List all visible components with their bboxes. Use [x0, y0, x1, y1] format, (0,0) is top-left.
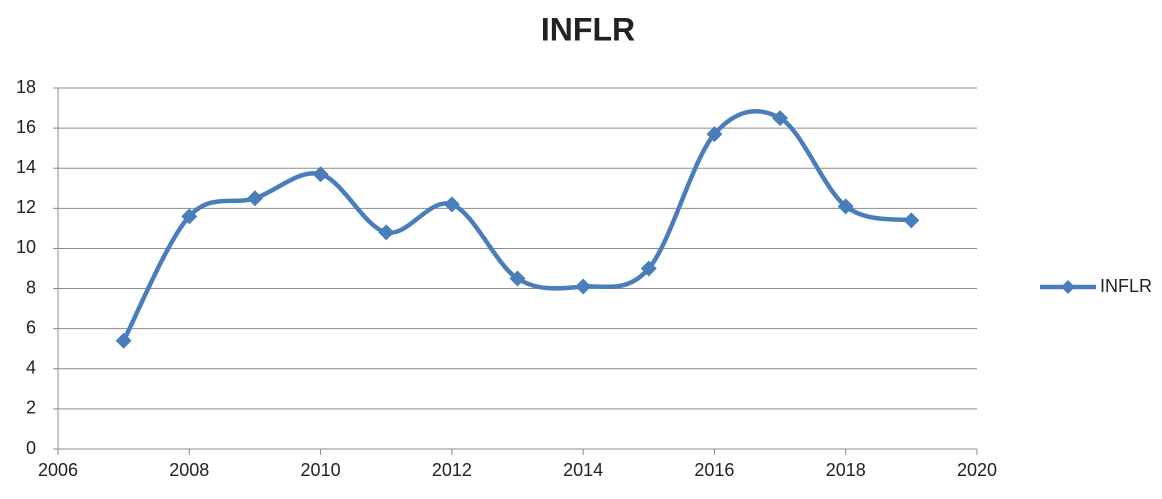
- point-marker: [181, 208, 198, 225]
- point-marker: [509, 270, 526, 287]
- y-tick-label: 12: [16, 197, 36, 217]
- x-tick-label: 2014: [563, 460, 603, 480]
- x-tick-label: 2012: [432, 460, 472, 480]
- point-marker: [772, 110, 789, 127]
- x-tick-label: 2016: [694, 460, 734, 480]
- legend-marker: [1061, 280, 1075, 294]
- x-tick-label: 2010: [301, 460, 341, 480]
- y-tick-label: 14: [16, 157, 36, 177]
- y-tick-label: 8: [26, 277, 36, 297]
- point-marker: [640, 260, 657, 277]
- y-tick-label: 0: [26, 438, 36, 458]
- chart-title: INFLR: [541, 11, 635, 47]
- point-marker: [312, 166, 329, 183]
- point-marker: [115, 332, 132, 349]
- y-tick-label: 4: [26, 358, 36, 378]
- series-line: [121, 109, 912, 342]
- x-tick-label: 2018: [826, 460, 866, 480]
- y-tick-label: 16: [16, 117, 36, 137]
- x-tick-label: 2020: [957, 460, 997, 480]
- legend-label: INFLR: [1100, 276, 1152, 296]
- point-marker: [378, 224, 395, 241]
- y-tick-label: 6: [26, 317, 36, 337]
- x-tick-label: 2008: [169, 460, 209, 480]
- point-marker: [706, 126, 723, 143]
- y-tick-label: 18: [16, 77, 36, 97]
- point-marker: [443, 196, 460, 213]
- point-marker: [575, 278, 592, 295]
- point-marker: [246, 190, 263, 207]
- y-tick-label: 2: [26, 398, 36, 418]
- point-marker: [903, 212, 920, 229]
- x-tick-label: 2006: [38, 460, 78, 480]
- point-marker: [837, 198, 854, 215]
- y-tick-label: 10: [16, 237, 36, 257]
